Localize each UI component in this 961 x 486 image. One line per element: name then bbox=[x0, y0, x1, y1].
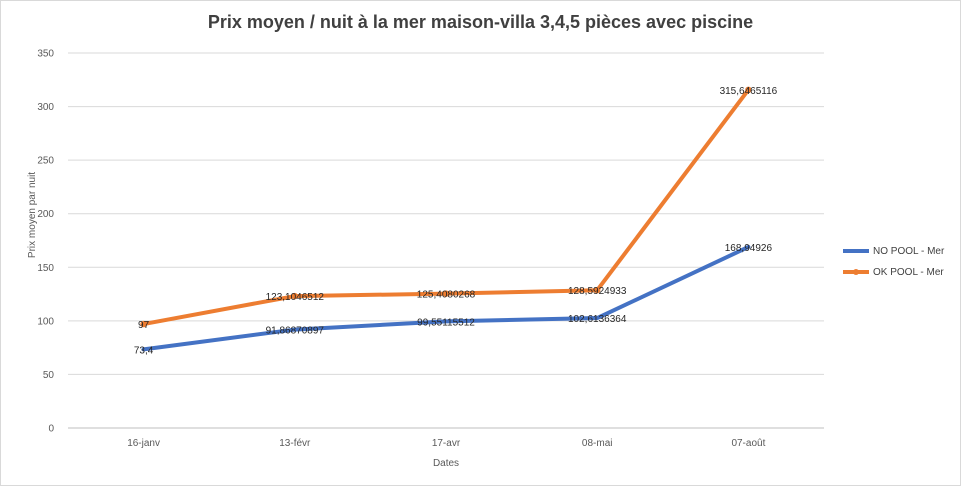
chart-legend: NO POOL - Mer OK POOL - Mer bbox=[843, 244, 944, 286]
data-point bbox=[291, 292, 298, 300]
y-tick-label: 150 bbox=[37, 263, 54, 274]
y-tick-label: 0 bbox=[48, 424, 54, 435]
legend-label: NO POOL - Mer bbox=[873, 245, 945, 257]
y-tick-label: 250 bbox=[37, 156, 54, 167]
chart-title: Prix moyen / nuit à la mer maison-villa … bbox=[207, 12, 754, 32]
gridlines bbox=[68, 52, 824, 429]
data-label: 91,86870897 bbox=[266, 326, 325, 337]
data-labels: 73,4 91,86870897 99,55115512 102,6136364 168… bbox=[134, 86, 778, 357]
data-label: 168,94926 bbox=[725, 243, 773, 254]
x-tick-label: 16-janv bbox=[127, 438, 160, 449]
data-label: 123,1046512 bbox=[266, 292, 325, 303]
y-tick-label: 350 bbox=[37, 49, 54, 60]
data-point bbox=[442, 290, 450, 297]
x-tick-label: 17-avr bbox=[432, 438, 461, 449]
y-tick-label: 50 bbox=[43, 370, 55, 381]
x-tick-label: 07-août bbox=[731, 438, 765, 449]
data-label: 128,5924933 bbox=[568, 286, 627, 297]
data-label: 73,4 bbox=[134, 345, 154, 356]
y-axis-title: Prix moyen par nuit bbox=[27, 172, 38, 258]
x-tick-label: 08-mai bbox=[582, 438, 613, 449]
series-line bbox=[141, 244, 751, 352]
data-label: 99,55115512 bbox=[417, 317, 475, 328]
series-markers bbox=[140, 86, 752, 328]
y-axis-ticks: 0 50 100 150 200 250 300 350 bbox=[37, 49, 54, 435]
data-point bbox=[745, 86, 752, 94]
y-tick-label: 200 bbox=[37, 209, 54, 220]
y-tick-label: 100 bbox=[37, 316, 54, 327]
data-label: 102,6136364 bbox=[568, 314, 627, 325]
x-axis-title: Dates bbox=[433, 458, 459, 469]
y-tick-label: 300 bbox=[37, 102, 54, 113]
data-point bbox=[140, 320, 147, 328]
legend-swatch bbox=[843, 249, 869, 253]
data-point bbox=[594, 287, 601, 294]
data-label: 97 bbox=[138, 320, 150, 331]
legend-label: OK POOL - Mer bbox=[873, 266, 944, 278]
x-axis-ticks: 16-janv 13-févr 17-avr 08-mai 07-août bbox=[127, 438, 765, 449]
data-label: 315,6465116 bbox=[720, 86, 778, 97]
legend-swatch bbox=[843, 269, 869, 275]
legend-item: OK POOL - Mer bbox=[843, 265, 944, 279]
legend-item: NO POOL - Mer bbox=[843, 244, 944, 258]
data-label: 125,4080268 bbox=[417, 290, 476, 301]
series-lines bbox=[141, 87, 751, 352]
x-tick-label: 13-févr bbox=[279, 438, 311, 449]
legend-marker bbox=[853, 269, 859, 275]
